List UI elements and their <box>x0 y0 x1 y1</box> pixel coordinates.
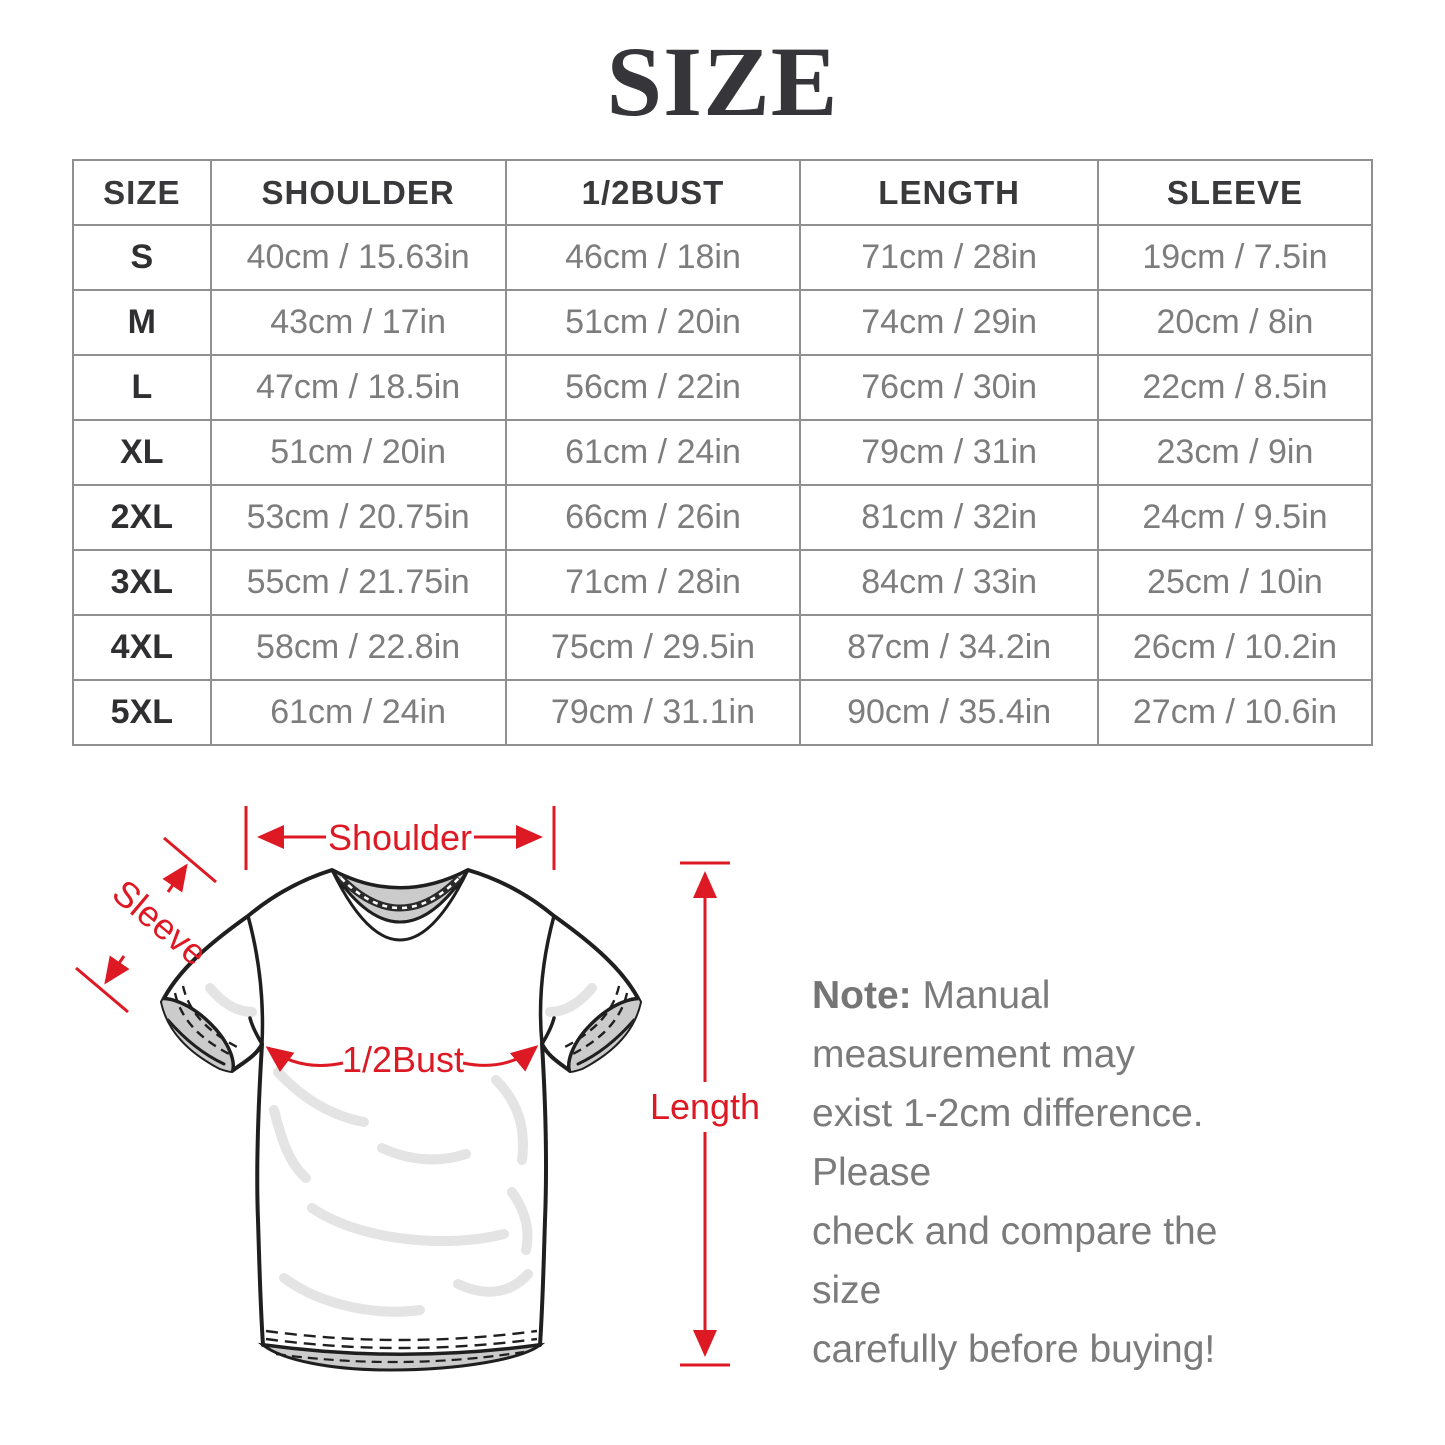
cell-size: 3XL <box>72 549 212 616</box>
tshirt-size-diagram: Shoulder Sleeve 1/2Bust Length <box>75 806 760 1372</box>
size-table: SIZE SHOULDER 1/2BUST LENGTH SLEEVE S 40cm / … <box>72 159 1374 746</box>
cell-bust: 79cm / 31.1in <box>504 679 802 746</box>
cell-length: 76cm / 30in <box>799 354 1099 421</box>
table-row: S 40cm / 15.63in 46cm / 18in 71cm / 28in 19c… <box>72 224 1374 291</box>
cuff-stitching <box>173 985 629 1058</box>
cell-size: S <box>72 224 212 291</box>
cell-size: XL <box>72 419 212 486</box>
cell-sleeve: 19cm / 7.5in <box>1096 224 1374 291</box>
length-measure: Length <box>650 861 760 1367</box>
shoulder-label: Shoulder <box>328 817 472 858</box>
armpit-creases <box>248 1016 556 1046</box>
cell-length: 71cm / 28in <box>799 224 1099 291</box>
cell-sleeve: 22cm / 8.5in <box>1096 354 1374 421</box>
sleeve-seams <box>246 915 556 1045</box>
note-line: exist 1-2cm difference. Please <box>812 1092 1204 1194</box>
cell-length: 79cm / 31in <box>799 419 1099 486</box>
cell-shoulder: 51cm / 20in <box>209 419 507 486</box>
table-row: XL 51cm / 20in 61cm / 24in 79cm / 31in 23cm … <box>72 419 1374 486</box>
cell-bust: 61cm / 24in <box>504 419 802 486</box>
table-row: L 47cm / 18.5in 56cm / 22in 76cm / 30in 22cm… <box>72 354 1374 421</box>
cell-sleeve: 24cm / 9.5in <box>1096 484 1374 551</box>
note-text: Note: Manual measurement may exist 1-2cm… <box>812 966 1292 1379</box>
size-table-body: S 40cm / 15.63in 46cm / 18in 71cm / 28in 19c… <box>72 224 1374 746</box>
cell-shoulder: 55cm / 21.75in <box>209 549 507 616</box>
length-label: Length <box>650 1086 760 1127</box>
cell-sleeve: 26cm / 10.2in <box>1096 614 1374 681</box>
table-row: M 43cm / 17in 51cm / 20in 74cm / 29in 20cm /… <box>72 289 1374 356</box>
cell-size: L <box>72 354 212 421</box>
cell-shoulder: 40cm / 15.63in <box>209 224 507 291</box>
cell-shoulder: 47cm / 18.5in <box>209 354 507 421</box>
note-prefix: Note: <box>812 974 912 1017</box>
cell-length: 90cm / 35.4in <box>799 679 1099 746</box>
cell-size: 2XL <box>72 484 212 551</box>
cell-shoulder: 43cm / 17in <box>209 289 507 356</box>
cell-shoulder: 61cm / 24in <box>209 679 507 746</box>
cell-bust: 46cm / 18in <box>504 224 802 291</box>
column-header: LENGTH <box>799 159 1099 226</box>
column-header: SLEEVE <box>1096 159 1374 226</box>
table-row: 4XL 58cm / 22.8in 75cm / 29.5in 87cm / 34.2… <box>72 614 1374 681</box>
size-table-header-row: SIZE SHOULDER 1/2BUST LENGTH SLEEVE <box>72 159 1374 226</box>
column-header: 1/2BUST <box>504 159 802 226</box>
column-header: SIZE <box>72 159 212 226</box>
note-line: check and compare the size <box>812 1210 1218 1312</box>
cell-bust: 71cm / 28in <box>504 549 802 616</box>
cell-size: 4XL <box>72 614 212 681</box>
cell-shoulder: 53cm / 20.75in <box>209 484 507 551</box>
table-row: 5XL 61cm / 24in 79cm / 31.1in 90cm / 35.4in… <box>72 679 1374 746</box>
bust-label: 1/2Bust <box>342 1039 464 1080</box>
cell-length: 87cm / 34.2in <box>799 614 1099 681</box>
cell-sleeve: 27cm / 10.6in <box>1096 679 1374 746</box>
collar <box>330 868 470 942</box>
cell-length: 84cm / 33in <box>799 549 1099 616</box>
bust-measure: 1/2Bust <box>265 1039 539 1080</box>
table-row: 2XL 53cm / 20.75in 66cm / 26in 81cm / 32in 2… <box>72 484 1374 551</box>
hem <box>257 1329 546 1372</box>
cell-shoulder: 58cm / 22.8in <box>209 614 507 681</box>
page-title: SIZE <box>606 26 839 137</box>
cell-length: 74cm / 29in <box>799 289 1099 356</box>
cell-sleeve: 23cm / 9in <box>1096 419 1374 486</box>
cell-sleeve: 25cm / 10in <box>1096 549 1374 616</box>
cell-length: 81cm / 32in <box>799 484 1099 551</box>
cell-bust: 66cm / 26in <box>504 484 802 551</box>
cell-sleeve: 20cm / 8in <box>1096 289 1374 356</box>
cell-bust: 56cm / 22in <box>504 354 802 421</box>
note-line: Note: Manual measurement may <box>812 974 1135 1076</box>
cell-bust: 75cm / 29.5in <box>504 614 802 681</box>
cell-size: M <box>72 289 212 356</box>
cell-size: 5XL <box>72 679 212 746</box>
table-row: 3XL 55cm / 21.75in 71cm / 28in 84cm / 33in 2… <box>72 549 1374 616</box>
column-header: SHOULDER <box>209 159 507 226</box>
tshirt-drawing <box>160 868 642 1372</box>
cell-bust: 51cm / 20in <box>504 289 802 356</box>
note-line: carefully before buying! <box>812 1328 1216 1371</box>
shoulder-measure: Shoulder <box>244 806 556 870</box>
tshirt-body <box>160 868 642 1357</box>
